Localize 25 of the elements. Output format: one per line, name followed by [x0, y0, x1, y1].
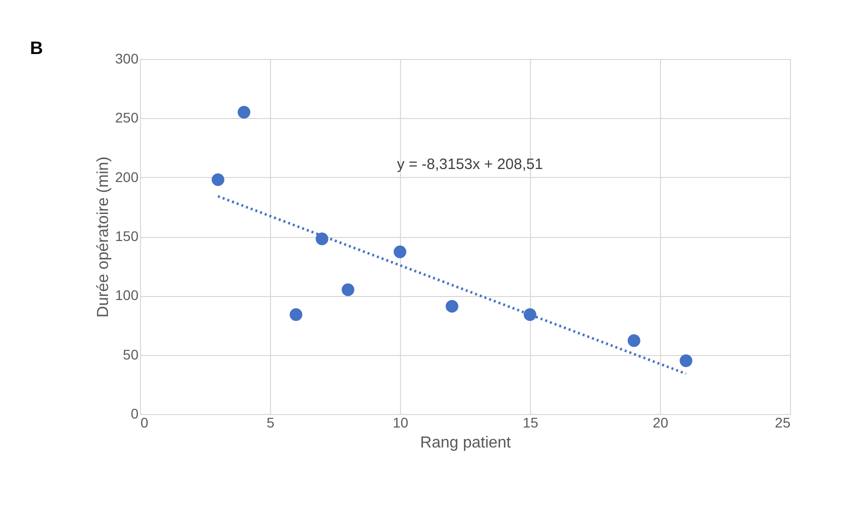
- point: [342, 283, 354, 296]
- point: [680, 354, 692, 368]
- y-tick-label: 200: [115, 168, 139, 185]
- x-tick-label: 15: [522, 414, 538, 430]
- point: [316, 232, 328, 246]
- point: [446, 300, 458, 313]
- x-tick-label: 10: [392, 414, 408, 430]
- y-tick-label: 250: [115, 110, 139, 126]
- point: [628, 334, 640, 347]
- y-tick-label: 150: [115, 228, 139, 244]
- point: [238, 106, 250, 119]
- x-axis-title: Rang patient: [420, 434, 512, 452]
- point: [524, 308, 536, 321]
- point: [394, 246, 406, 258]
- y-tick-label: 300: [115, 50, 139, 66]
- y-axis-title: Durée opératoire (min): [95, 156, 112, 318]
- y-tick-label: 100: [115, 287, 139, 304]
- x-tick-label: 5: [266, 414, 275, 430]
- y-tick-label: 50: [122, 346, 139, 362]
- point: [290, 308, 302, 321]
- text: B: [30, 38, 43, 58]
- annotation: y = -8,3153x + 208,51: [397, 156, 543, 173]
- x-tick-label: 25: [774, 414, 791, 430]
- point: [212, 173, 224, 186]
- x-tick-label: 20: [652, 414, 668, 430]
